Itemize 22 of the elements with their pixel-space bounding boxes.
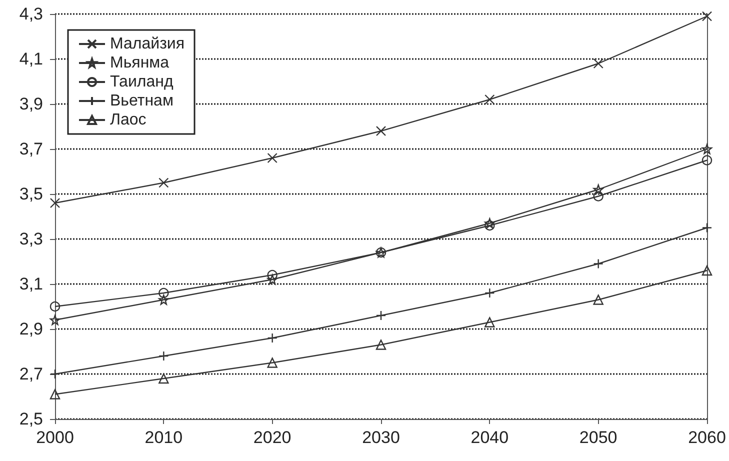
x-tick-label: 2060 — [688, 428, 726, 447]
y-tick-label: 3,1 — [19, 274, 43, 294]
y-tick-label: 4,1 — [19, 50, 43, 68]
x-tick-label: 2050 — [579, 428, 618, 447]
y-tick-label: 2,7 — [19, 364, 43, 384]
x-tick-label: 2040 — [470, 428, 509, 447]
y-tick-label: 2,5 — [19, 410, 43, 428]
y-tick-label: 3,5 — [19, 184, 43, 204]
y-tick-label: 3,3 — [19, 230, 43, 248]
legend-label: Вьетнам — [110, 92, 174, 110]
legend-label: Лаос — [110, 112, 146, 128]
x-tick-label: 2010 — [144, 428, 183, 447]
legend-label: Мьянма — [110, 54, 170, 72]
y-tick-label: 2,9 — [19, 320, 43, 338]
y-tick-label: 3,9 — [19, 94, 43, 114]
y-tick-label: 4,3 — [19, 4, 43, 24]
x-tick-label: 2000 — [36, 428, 74, 447]
legend-label: Таиланд — [110, 74, 174, 90]
x-tick-label: 2020 — [253, 428, 292, 447]
legend-label: Малайзия — [110, 36, 185, 52]
y-tick-label: 3,7 — [19, 140, 43, 158]
x-tick-label: 2030 — [362, 428, 400, 447]
